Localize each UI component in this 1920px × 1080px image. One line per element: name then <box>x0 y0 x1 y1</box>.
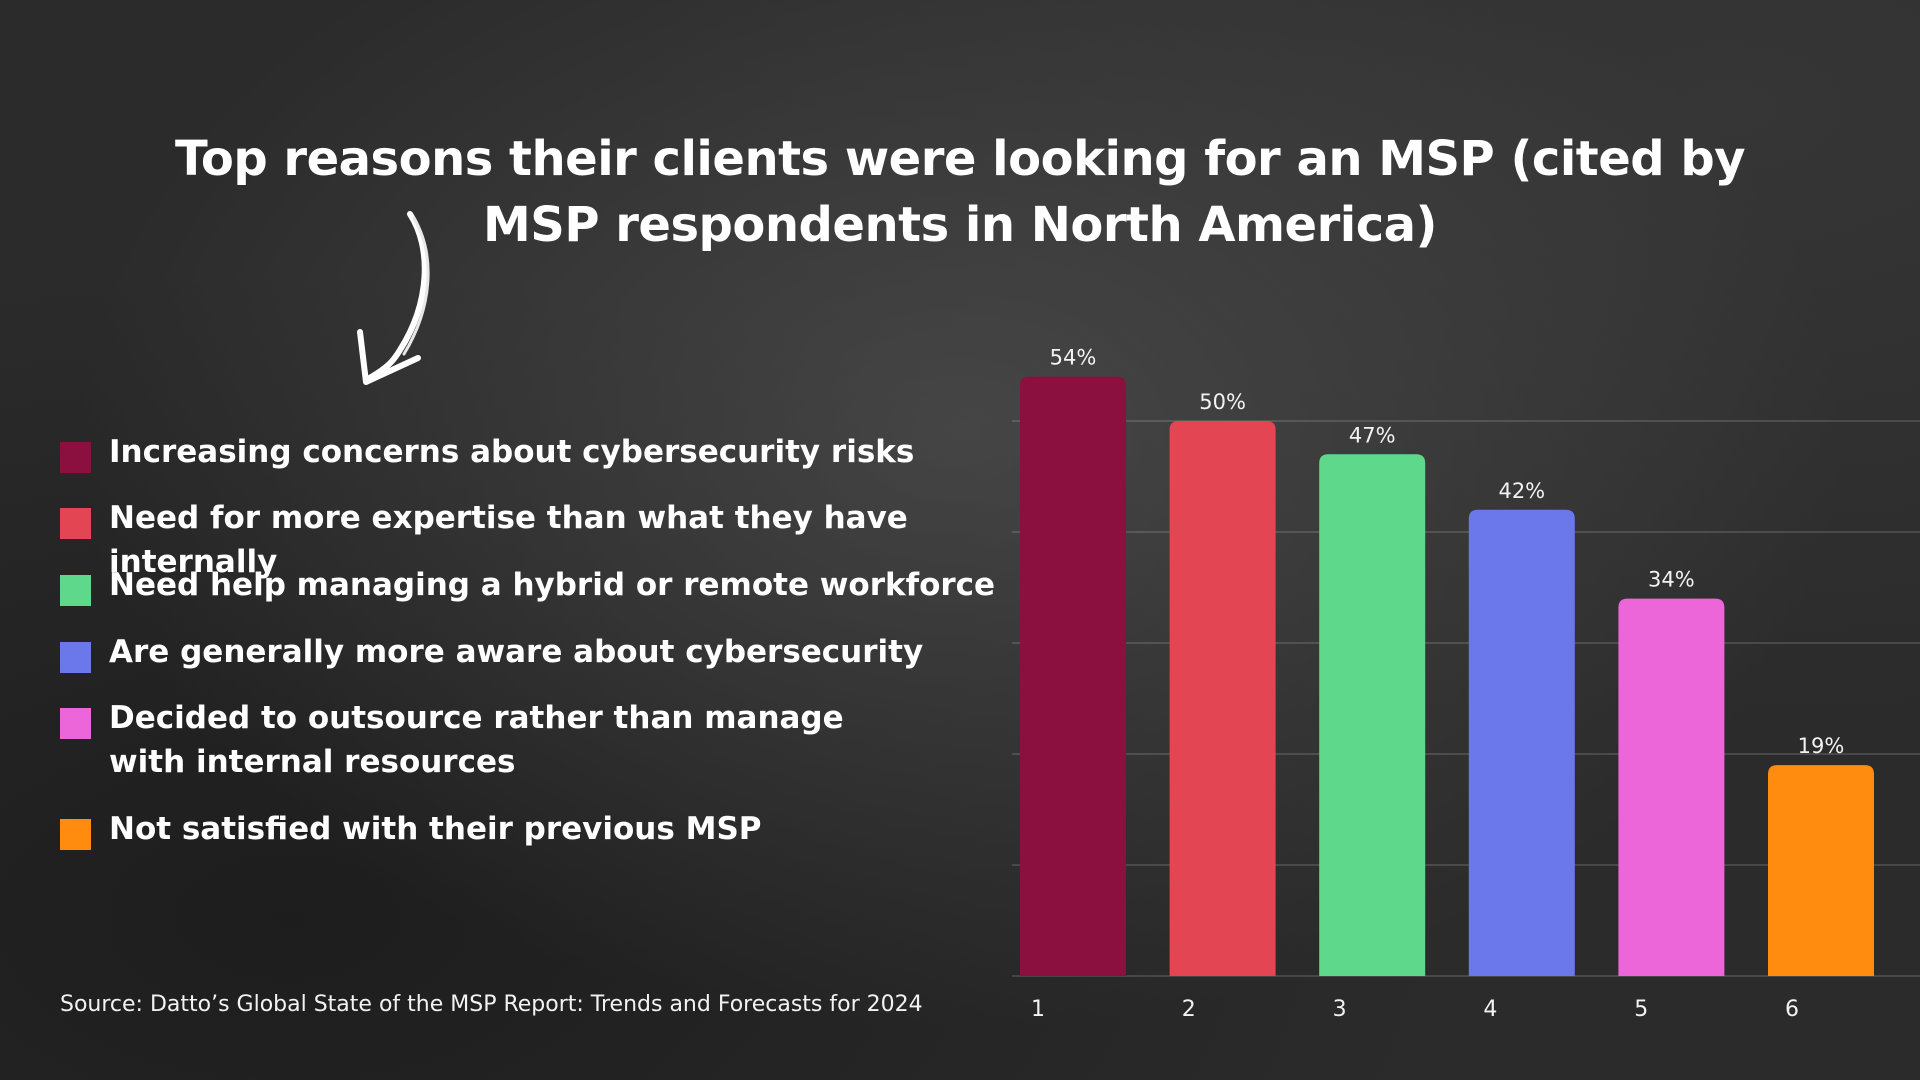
legend-label: Are generally more aware about cybersecu… <box>109 634 924 670</box>
legend-label: Not satisfied with their previous MSP <box>109 811 762 847</box>
x-tick-label: 5 <box>1634 997 1648 1022</box>
legend-swatch <box>60 575 91 606</box>
source-note: Source: Datto’s Global State of the MSP … <box>60 992 923 1017</box>
x-tick-label: 4 <box>1483 997 1497 1022</box>
chart-title: Top reasons their clients were looking f… <box>160 126 1760 258</box>
legend-swatch <box>60 819 91 850</box>
bar <box>1319 454 1426 976</box>
legend-label: Increasing concerns about cybersecurity … <box>109 434 915 470</box>
x-tick-label: 2 <box>1182 997 1196 1022</box>
legend-label: Decided to outsource rather than manage … <box>109 700 844 780</box>
legend-swatch <box>60 442 91 473</box>
x-tick-label: 6 <box>1785 997 1799 1022</box>
bar-value-label: 34% <box>1648 568 1695 592</box>
chart-title-line-2: MSP respondents in North America) <box>483 197 1437 253</box>
legend-swatch <box>60 708 91 739</box>
legend-swatch <box>60 508 91 539</box>
legend-swatch <box>60 642 91 673</box>
bar <box>1468 509 1575 976</box>
chart-title-line-1: Top reasons their clients were looking f… <box>174 131 1746 187</box>
bar-value-label: 54% <box>1050 346 1097 370</box>
bar-value-label: 50% <box>1199 390 1246 414</box>
bar-value-label: 47% <box>1349 423 1396 447</box>
bar <box>1020 376 1126 977</box>
x-tick-label: 3 <box>1333 997 1347 1022</box>
bar <box>1618 598 1725 976</box>
bar <box>1169 421 1276 976</box>
hand-drawn-arrow-icon <box>357 211 430 385</box>
bar-value-label: 19% <box>1798 734 1845 758</box>
bar-value-label: 42% <box>1498 479 1545 503</box>
x-tick-label: 1 <box>1031 997 1045 1022</box>
legend-label: Need help managing a hybrid or remote wo… <box>109 567 996 603</box>
legend-label: Need for more expertise than what they h… <box>109 500 908 580</box>
bar <box>1768 765 1874 976</box>
